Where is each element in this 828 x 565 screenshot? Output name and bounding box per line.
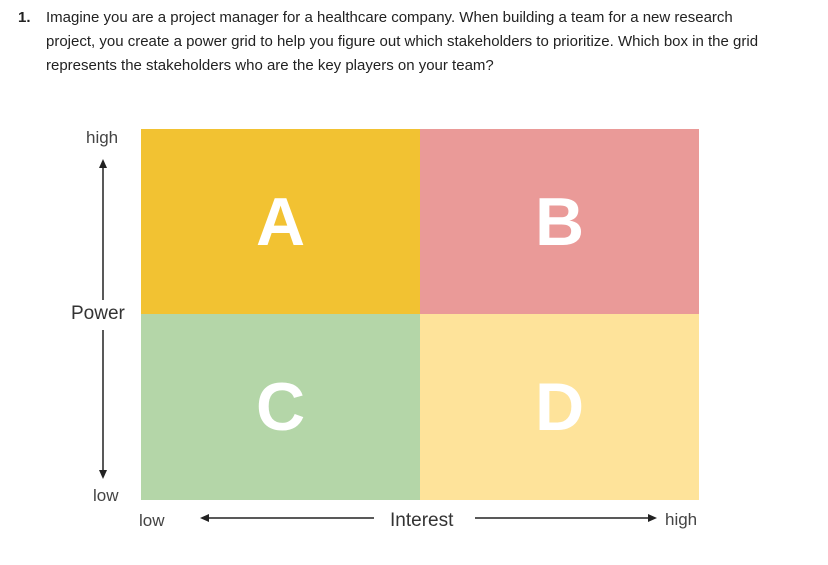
x-axis-title: Interest xyxy=(390,510,454,531)
y-axis-arrowhead-down-icon xyxy=(99,470,107,479)
y-axis-title: Power xyxy=(71,303,125,324)
x-axis-arrowhead-left-icon xyxy=(200,514,209,522)
y-axis-arrowhead-up-icon xyxy=(99,159,107,168)
y-axis-low-label: low xyxy=(93,486,119,505)
x-axis-low-label: low xyxy=(139,511,165,530)
y-axis-high-label: high xyxy=(86,128,119,147)
quadrant-b: B xyxy=(420,129,699,314)
quadrant-d: D xyxy=(420,314,699,500)
x-axis-arrowhead-right-icon xyxy=(648,514,657,522)
quadrant-b-letter: B xyxy=(534,183,585,260)
power-interest-grid: A B C D xyxy=(141,129,699,500)
question-text: Imagine you are a project manager for a … xyxy=(46,9,759,74)
quadrant-a: A xyxy=(141,129,420,314)
quadrant-c-letter: C xyxy=(255,369,306,445)
quadrant-c: C xyxy=(141,314,420,500)
x-axis-high-label: high xyxy=(665,510,698,529)
quadrant-a-letter: A xyxy=(255,183,306,260)
quadrant-d-letter: D xyxy=(534,369,585,445)
question-number: 1. xyxy=(18,9,31,26)
